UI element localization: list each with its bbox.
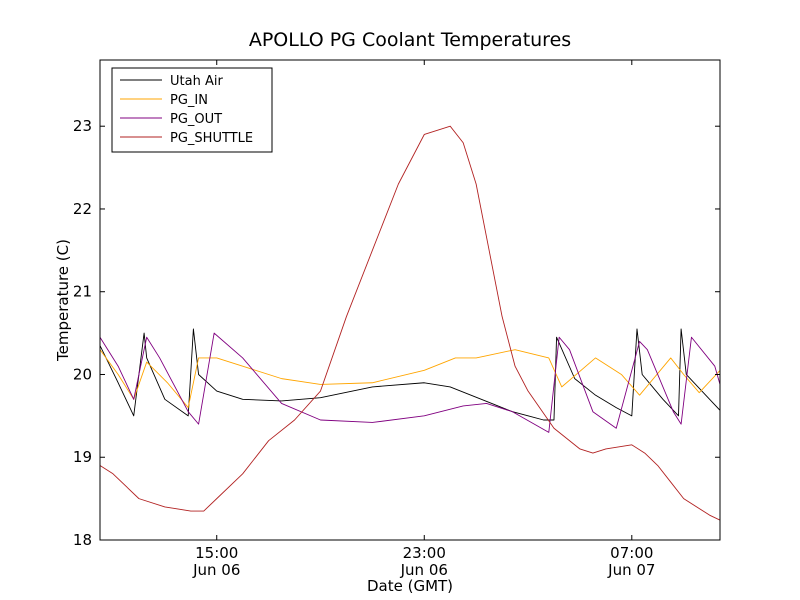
x-tick-label-date: Jun 06 <box>192 561 240 579</box>
y-tick-label: 23 <box>73 117 92 135</box>
y-axis-label: Temperature (C) <box>54 239 72 362</box>
series-line-pg-in <box>100 349 720 409</box>
y-tick-label: 18 <box>73 531 92 549</box>
series-line-utah-air <box>100 328 720 421</box>
x-tick-label-date: Jun 06 <box>400 561 448 579</box>
legend-entry-label: PG_IN <box>170 93 208 108</box>
x-tick-label-date: Jun 07 <box>607 561 655 579</box>
y-tick-label: 22 <box>73 200 92 218</box>
plot-frame <box>99 59 721 541</box>
x-tick-label-time: 23:00 <box>403 544 446 562</box>
chart-title: APOLLO PG Coolant Temperatures <box>249 29 571 51</box>
series-line-pg-shuttle <box>100 125 720 521</box>
legend-entry-label: Utah Air <box>170 74 223 89</box>
y-tick-label: 21 <box>73 283 92 301</box>
legend: Utah Air PG_IN PG_OUT PG_SHUTTLE <box>111 67 273 153</box>
series-line-pg-out <box>100 332 720 433</box>
x-axis-label: Date (GMT) <box>367 577 453 595</box>
legend-box <box>111 67 273 153</box>
plot-area <box>100 125 720 521</box>
y-tick-label: 19 <box>73 448 92 466</box>
y-tick-label: 20 <box>73 365 92 383</box>
x-tick-label-time: 07:00 <box>610 544 653 562</box>
legend-entry-label: PG_OUT <box>170 112 222 127</box>
legend-entry-label: PG_SHUTTLE <box>170 131 253 146</box>
x-tick-label-time: 15:00 <box>195 544 238 562</box>
